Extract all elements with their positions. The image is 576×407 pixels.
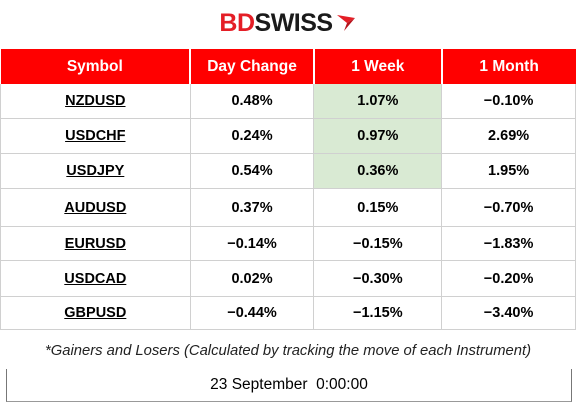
day-change-value: −0.44% <box>227 305 277 321</box>
week-change-cell: 0.36% <box>313 153 443 189</box>
timestamp: 23 September 0:00:00 <box>210 376 368 393</box>
day-change-cell: 0.54% <box>190 153 315 189</box>
table-row: NZDUSD 0.48% 1.07% −0.10% <box>0 84 576 119</box>
day-change-value: −0.14% <box>227 235 277 252</box>
week-change-value: −0.15% <box>353 235 403 252</box>
symbol-value[interactable]: NZDUSD <box>65 93 126 109</box>
footnote: *Gainers and Losers (Calculated by track… <box>44 343 532 359</box>
month-change-cell: −0.20% <box>441 260 576 297</box>
week-change-cell: −0.15% <box>313 226 443 261</box>
month-change-value: −0.70% <box>483 199 534 216</box>
day-change-cell: 0.48% <box>190 84 315 119</box>
symbol-cell: USDJPY <box>0 153 191 189</box>
table-row: GBPUSD −0.44% −1.15% −3.40% <box>0 296 576 330</box>
table-row: USDCAD 0.02% −0.30% −0.20% <box>0 260 576 297</box>
day-change-value: 0.48% <box>231 93 273 109</box>
week-change-value: 0.15% <box>357 199 399 216</box>
symbol-cell: AUDUSD <box>0 188 191 227</box>
month-change-value: −1.83% <box>483 235 534 252</box>
symbol-cell: GBPUSD <box>0 296 191 330</box>
symbol-cell: NZDUSD <box>0 84 191 119</box>
month-change-value: −0.20% <box>483 270 534 287</box>
brand-logo-swiss: SWISS <box>254 8 334 37</box>
symbol-value[interactable]: GBPUSD <box>64 305 127 321</box>
week-change-value: −1.15% <box>353 305 403 321</box>
week-change-cell: 0.97% <box>313 118 443 154</box>
week-change-value: 1.07% <box>357 93 399 109</box>
week-change-value: 0.97% <box>357 128 399 144</box>
month-change-value: −3.40% <box>483 305 534 321</box>
brand-arrow-icon <box>336 15 355 31</box>
month-change-cell: −1.83% <box>441 226 576 261</box>
day-change-cell: −0.14% <box>190 226 315 261</box>
timestamp-box: 23 September 0:00:00 <box>6 369 572 402</box>
week-change-cell: −1.15% <box>313 296 443 330</box>
symbol-value[interactable]: USDCHF <box>65 128 126 144</box>
week-change-cell: 1.07% <box>313 84 443 119</box>
month-change-cell: −0.70% <box>441 188 576 227</box>
month-change-cell: −0.10% <box>441 84 576 119</box>
performance-table: Symbol Day Change 1 Week 1 Month NZDUSD 0… <box>0 49 576 330</box>
day-change-cell: 0.37% <box>190 188 315 227</box>
table-row: AUDUSD 0.37% 0.15% −0.70% <box>0 188 576 227</box>
day-change-cell: 0.24% <box>190 118 315 154</box>
symbol-value[interactable]: EURUSD <box>64 235 126 252</box>
week-change-value: −0.30% <box>353 270 403 287</box>
symbol-cell: USDCHF <box>0 118 191 154</box>
symbol-value[interactable]: USDJPY <box>66 163 125 179</box>
brand-logo-bd: BD <box>219 8 255 37</box>
column-header-symbol: Symbol <box>0 49 192 84</box>
symbol-value[interactable]: AUDUSD <box>64 199 127 216</box>
table-row: USDCHF 0.24% 0.97% 2.69% <box>0 118 576 154</box>
month-change-cell: 1.95% <box>441 153 576 189</box>
table-row: USDJPY 0.54% 0.36% 1.95% <box>0 153 576 189</box>
week-change-value: 0.36% <box>357 163 399 179</box>
day-change-cell: 0.02% <box>190 260 315 297</box>
month-change-cell: −3.40% <box>441 296 576 330</box>
day-change-value: 0.37% <box>231 199 273 216</box>
symbol-cell: USDCAD <box>0 260 191 297</box>
column-header-day-change: Day Change <box>190 49 315 84</box>
column-header-1-month: 1 Month <box>441 49 576 84</box>
month-change-value: 2.69% <box>488 128 530 144</box>
month-change-value: −0.10% <box>483 93 534 109</box>
table-row: EURUSD −0.14% −0.15% −1.83% <box>0 226 576 261</box>
month-change-cell: 2.69% <box>441 118 576 154</box>
day-change-value: 0.02% <box>231 270 273 287</box>
day-change-value: 0.54% <box>231 163 273 179</box>
symbol-value[interactable]: USDCAD <box>64 270 127 287</box>
table-header-row: Symbol Day Change 1 Week 1 Month <box>0 49 576 84</box>
column-header-1-week: 1 Week <box>313 49 443 84</box>
week-change-cell: −0.30% <box>313 260 443 297</box>
day-change-value: 0.24% <box>231 128 273 144</box>
symbol-cell: EURUSD <box>0 226 191 261</box>
week-change-cell: 0.15% <box>313 188 443 227</box>
day-change-cell: −0.44% <box>190 296 315 330</box>
month-change-value: 1.95% <box>488 163 530 179</box>
brand-logo: BD SWISS <box>0 6 576 40</box>
